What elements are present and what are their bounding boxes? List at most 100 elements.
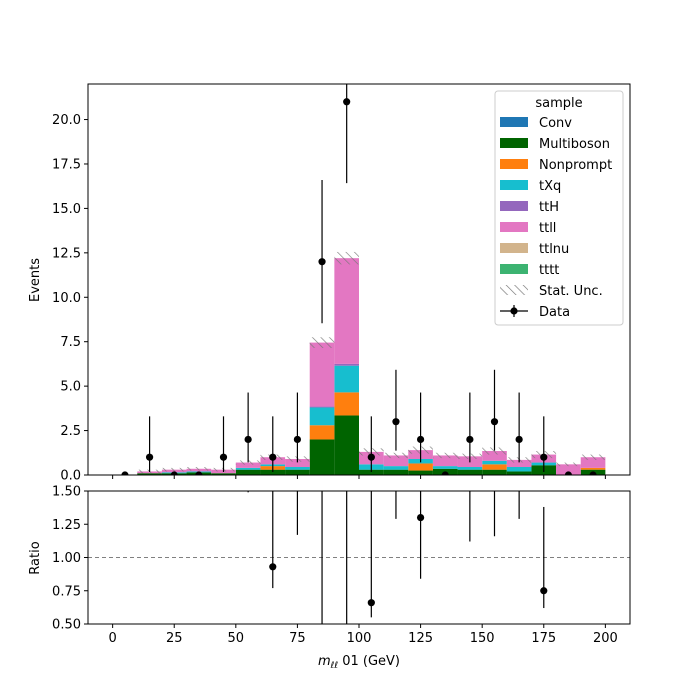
data-point-bin-12 — [416, 435, 425, 444]
bar-nonprompt-bin-15 — [482, 464, 507, 470]
stat-unc-band-bin-3 — [186, 467, 212, 471]
legend-label-tth: ttH — [539, 200, 559, 215]
data-point-bin-14 — [466, 435, 474, 444]
x-axis-title-symbol: m — [318, 654, 331, 669]
bar-multiboson-bin-5 — [235, 469, 261, 475]
bar-txq-bin-13 — [432, 466, 458, 469]
bar-nonprompt-bin-9 — [334, 392, 359, 416]
stat-unc-band-bin-9 — [334, 251, 359, 265]
legend-label-tttt: tttt — [539, 263, 559, 278]
x-tick-label-6: 150 — [470, 631, 495, 646]
stat-unc-band-bin-11 — [383, 452, 409, 459]
x-tick-label-2: 50 — [228, 631, 245, 646]
ratio-y-tick-label-4: 1.50 — [52, 485, 81, 500]
bar-tth-bin-9 — [334, 363, 359, 366]
data-point-bin-9 — [343, 98, 351, 106]
events-y-tick-label-2: 5.0 — [60, 380, 81, 395]
x-axis-title-rest: 01 (GeV) — [338, 654, 400, 669]
legend-label-ttlnu: ttlnu — [539, 242, 569, 257]
stat-unc-band-bin-8 — [309, 337, 335, 348]
events-y-tick-label-6: 15.0 — [52, 202, 81, 217]
x-tick-label-0: 0 — [108, 631, 116, 646]
legend-swatch-tttt — [500, 264, 528, 274]
bar-ttll-bin-8 — [309, 342, 335, 407]
data-point-bin-11 — [392, 418, 400, 426]
legend-label-ttll: ttll — [539, 221, 556, 236]
x-axis-title-subscript: ℓℓ — [330, 661, 338, 671]
bar-ttll-bin-11 — [383, 455, 409, 467]
data-point-bin-0 — [121, 471, 129, 475]
bar-nonprompt-bin-12 — [408, 463, 433, 471]
data-point-bin-10 — [367, 453, 375, 461]
ratio-point-9 — [416, 514, 425, 522]
data-point-bin-5 — [244, 435, 252, 444]
data-point-bin-16 — [515, 435, 523, 444]
x-axis-title: mℓℓ 01 (GeV) — [318, 654, 400, 671]
bar-txq-bin-5 — [235, 467, 261, 470]
legend-label-data: Data — [539, 305, 570, 320]
events-y-tick-label-8: 20.0 — [52, 113, 81, 128]
data-point-bin-8 — [318, 258, 326, 266]
bar-multiboson-bin-10 — [359, 469, 384, 475]
bar-ttll-bin-15 — [482, 451, 507, 461]
events-y-tick-label-0: 0.0 — [60, 469, 81, 484]
data-point-bin-2 — [170, 471, 178, 475]
ratio-y-tick-label-3: 1.25 — [52, 518, 81, 533]
legend-swatch-conv — [500, 117, 528, 127]
legend-swatch-ttll — [500, 222, 528, 232]
bar-txq-bin-7 — [285, 467, 310, 470]
ratio-point-7 — [367, 599, 375, 607]
ratio-point-3 — [269, 563, 277, 571]
bar-multiboson-bin-14 — [457, 469, 483, 475]
bar-ttll-bin-13 — [432, 455, 458, 467]
events-y-tick-label-1: 2.5 — [60, 424, 81, 439]
top-panel-marks — [121, 84, 606, 475]
legend-swatch-multiboson — [500, 138, 528, 148]
bar-multiboson-bin-16 — [506, 471, 532, 475]
data-point-bin-6 — [269, 453, 277, 461]
events-y-tick-label-5: 12.5 — [52, 246, 81, 261]
legend-swatch-ttlnu — [500, 243, 528, 253]
bar-ttll-bin-7 — [285, 459, 310, 468]
bar-txq-bin-15 — [482, 460, 507, 465]
bar-txq-bin-14 — [457, 467, 483, 470]
data-point-bin-3 — [195, 471, 203, 475]
bar-multiboson-bin-7 — [285, 469, 310, 475]
bar-multiboson-bin-15 — [482, 469, 507, 475]
ratio-point-2 — [245, 354, 252, 361]
y-axis-title-events: Events — [28, 258, 43, 302]
ratio-point-13 — [540, 587, 548, 595]
bar-ttll-bin-18 — [556, 464, 581, 475]
y-axis-title-ratio: Ratio — [28, 541, 43, 574]
ratio-y-tick-label-1: 0.75 — [52, 584, 81, 599]
legend-label-txq: tXq — [539, 179, 561, 194]
stat-unc-band-bin-5 — [235, 460, 261, 465]
x-tick-label-4: 100 — [347, 631, 372, 646]
legend-swatch-nonprompt — [500, 159, 528, 169]
ratio-panel-marks — [88, 88, 630, 624]
ratio-y-tick-label-2: 1.00 — [52, 551, 81, 566]
events-y-tick-label-4: 10.0 — [52, 291, 81, 306]
bar-ttll-bin-5 — [235, 462, 261, 468]
bar-multiboson-bin-1 — [137, 473, 162, 475]
x-tick-label-5: 125 — [408, 631, 433, 646]
ratio-point-0 — [146, 88, 153, 95]
stat-unc-band-bin-2 — [161, 467, 187, 472]
data-point-bin-18 — [564, 471, 573, 475]
stat-unc-band-bin-19 — [580, 454, 606, 460]
legend: sample Conv Multiboson Nonprompt tXq ttH ttll… — [494, 90, 624, 326]
ratio-point-1 — [220, 261, 227, 268]
data-point-bin-13 — [441, 471, 449, 475]
legend-swatch-txq — [500, 180, 528, 190]
bar-tth-bin-8 — [309, 406, 335, 408]
bar-multiboson-bin-4 — [211, 473, 236, 475]
bar-multiboson-bin-8 — [309, 439, 335, 475]
bar-multiboson-bin-11 — [383, 469, 409, 475]
legend-label-conv: Conv — [539, 116, 572, 131]
legend-swatch-tth — [500, 201, 528, 211]
x-tick-label-8: 200 — [593, 631, 618, 646]
bar-ttll-bin-9 — [334, 258, 359, 364]
events-y-tick-label-3: 7.5 — [60, 335, 81, 350]
legend-swatch-stat-unc — [500, 285, 528, 295]
